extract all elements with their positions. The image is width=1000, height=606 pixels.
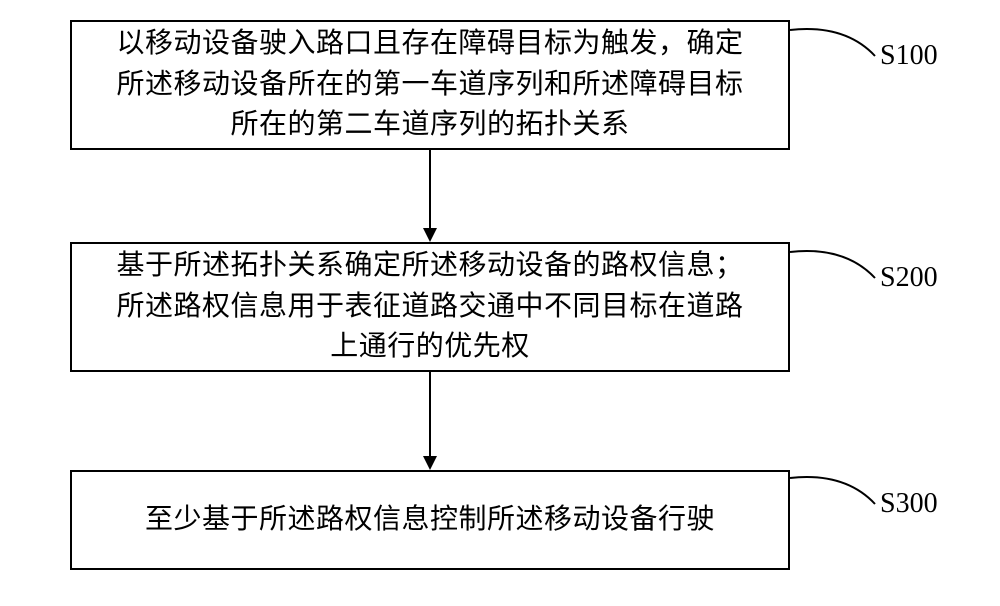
flow-step-s200: 基于所述拓扑关系确定所述移动设备的路权信息； 所述路权信息用于表征道路交通中不同… <box>70 242 790 372</box>
arrow-head-icon <box>423 228 437 242</box>
flow-step-s300: 至少基于所述路权信息控制所述移动设备行驶 <box>70 470 790 570</box>
step-label-s200: S200 <box>880 262 938 294</box>
flow-step-s200-text: 基于所述拓扑关系确定所述移动设备的路权信息； 所述路权信息用于表征道路交通中不同… <box>116 246 743 368</box>
leader-curve <box>790 477 875 504</box>
leader-curve <box>790 251 875 278</box>
arrow-head-icon <box>423 456 437 470</box>
flowchart-canvas: 以移动设备驶入路口且存在障碍目标为触发，确定 所述移动设备所在的第一车道序列和所… <box>0 0 1000 606</box>
step-label-s100: S100 <box>880 40 938 72</box>
flow-step-s100-text: 以移动设备驶入路口且存在障碍目标为触发，确定 所述移动设备所在的第一车道序列和所… <box>116 24 743 146</box>
flow-step-s100: 以移动设备驶入路口且存在障碍目标为触发，确定 所述移动设备所在的第一车道序列和所… <box>70 20 790 150</box>
step-label-s300: S300 <box>880 488 938 520</box>
flow-step-s300-text: 至少基于所述路权信息控制所述移动设备行驶 <box>145 500 715 541</box>
leader-curve <box>790 29 875 56</box>
